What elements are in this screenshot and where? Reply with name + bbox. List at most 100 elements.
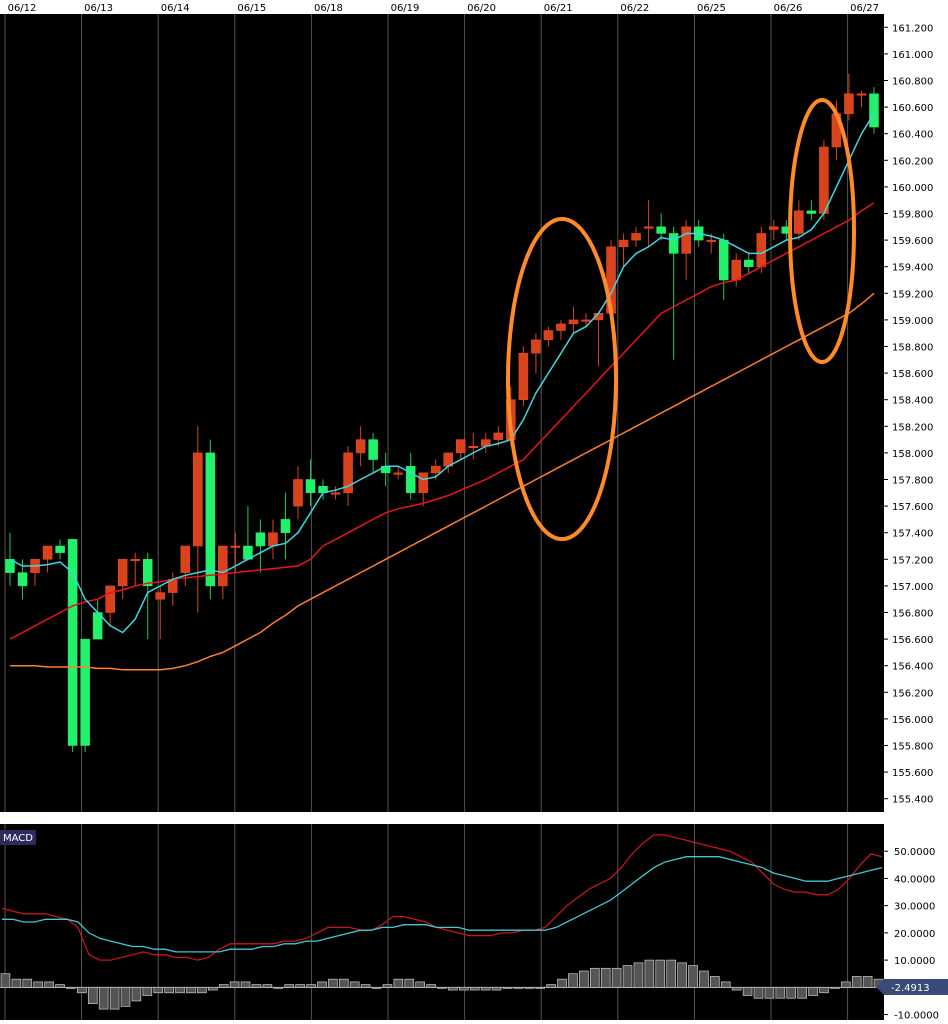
macd-histogram-bar [819, 986, 829, 994]
candle-body [806, 210, 817, 214]
macd-tick-label: 20.0000 [894, 929, 935, 940]
highlight-ellipse-left [506, 217, 618, 541]
macd-signal-line [2, 856, 883, 953]
candle-body [280, 519, 291, 533]
candle-body [268, 532, 278, 547]
macd-histogram-bar [720, 981, 731, 988]
macd-histogram-bar [404, 978, 415, 988]
price-tick-label: 160.400 [892, 130, 933, 141]
candle-body [844, 93, 854, 115]
date-axis: 06/12 06/13 06/14 06/15 06/18 06/19 06/20 06/21… [8, 3, 879, 14]
macd-histogram-bar [306, 984, 316, 988]
macd-histogram-bar [240, 981, 251, 988]
macd-histogram-bar [131, 986, 142, 1002]
price-tick-label: 160.200 [892, 156, 933, 167]
price-tick-label: 159.200 [892, 289, 933, 300]
macd-histogram-bar [164, 986, 174, 994]
macd-histogram-bar [0, 973, 11, 988]
date-label: 06/14 [161, 3, 190, 14]
price-tick-label: 157.000 [892, 582, 933, 593]
macd-histogram-bar [546, 984, 556, 988]
macd-histogram-bar [524, 986, 535, 989]
macd-histogram-bar [55, 984, 65, 988]
macd-histogram-bar [175, 986, 185, 994]
moving-average-short-line [9, 113, 875, 634]
macd-histogram-bar [109, 986, 120, 1010]
macd-histogram-bar [393, 978, 404, 988]
macd-histogram-bar [753, 986, 764, 999]
macd-histogram-bar [437, 986, 447, 989]
candle-body [869, 93, 879, 128]
candle-body [218, 545, 228, 587]
macd-current-value-marker: -2.4913 [876, 979, 948, 995]
candle-body [368, 439, 378, 460]
highlight-ellipse-right [788, 98, 856, 364]
macd-histogram-bar [655, 959, 666, 988]
macd-histogram-bar [229, 981, 240, 988]
macd-histogram-bar [862, 976, 873, 988]
candle-body [618, 239, 629, 248]
price-tick-label: 159.000 [892, 316, 933, 327]
candle-body [105, 585, 115, 613]
macd-histogram-bar [589, 967, 600, 988]
candle-body [117, 559, 128, 587]
candle-body [631, 233, 641, 241]
macd-histogram-bar [830, 986, 840, 989]
price-tick-label: 157.200 [892, 555, 933, 566]
candle-body [255, 532, 266, 547]
macd-line [1, 834, 883, 961]
candle-body [67, 539, 78, 746]
macd-histogram-bar [677, 962, 687, 988]
candle-body [731, 259, 742, 281]
price-axis: 161.200 161.000 160.800 160.600 160.400 160.2… [884, 23, 933, 806]
candle-body [744, 259, 754, 267]
macd-histogram-bar [579, 970, 589, 988]
price-tick-label: 156.200 [892, 688, 933, 699]
macd-histogram-bar [426, 984, 436, 988]
macd-histogram-bar [415, 981, 425, 988]
macd-tick-label: 50.0000 [894, 847, 935, 858]
macd-histogram-bar [295, 984, 305, 988]
macd-histogram-bar [382, 984, 393, 988]
macd-histogram-bar [808, 986, 818, 996]
macd-histogram-bar [557, 978, 567, 988]
macd-histogram-bar [568, 973, 578, 988]
macd-histogram-bar [77, 986, 87, 994]
date-label: 06/12 [8, 3, 37, 14]
macd-histogram-bar [688, 965, 698, 988]
price-tick-label: 156.000 [892, 715, 933, 726]
date-label: 06/21 [544, 3, 573, 14]
price-tick-label: 158.200 [892, 422, 933, 433]
price-tick-label: 160.800 [892, 77, 933, 88]
candle-body [756, 233, 767, 267]
macd-histogram-bar [273, 986, 284, 989]
price-tick-label: 157.600 [892, 502, 933, 513]
macd-histogram-bar [186, 986, 196, 994]
candle-body [293, 479, 303, 507]
macd-histogram-bar [338, 978, 349, 988]
macd-histogram-bar [262, 984, 273, 988]
price-tick-label: 156.600 [892, 635, 933, 646]
price-axis-background [884, 14, 948, 812]
candle-body [355, 439, 366, 454]
candle-body [205, 452, 216, 587]
candle-body [55, 545, 65, 553]
candle-body [193, 452, 203, 547]
macd-histogram-bar [731, 986, 742, 991]
macd-histogram-bar [120, 986, 131, 1007]
candle-body [42, 545, 53, 560]
macd-histogram-bar [840, 981, 851, 988]
price-tick-label: 158.000 [892, 449, 933, 460]
macd-histogram-bar [644, 959, 655, 988]
macd-histogram-bar [666, 959, 676, 988]
date-label: 06/27 [850, 3, 879, 14]
macd-histogram-bar [153, 986, 164, 994]
macd-histogram-bar [611, 967, 622, 988]
date-label: 06/20 [467, 3, 496, 14]
candle-body [418, 472, 428, 494]
macd-label: MACD [3, 833, 33, 844]
price-tick-label: 155.600 [892, 768, 933, 779]
price-tick-label: 158.600 [892, 369, 933, 380]
macd-histogram-bar [66, 986, 76, 989]
macd-histogram-bar [600, 967, 611, 988]
